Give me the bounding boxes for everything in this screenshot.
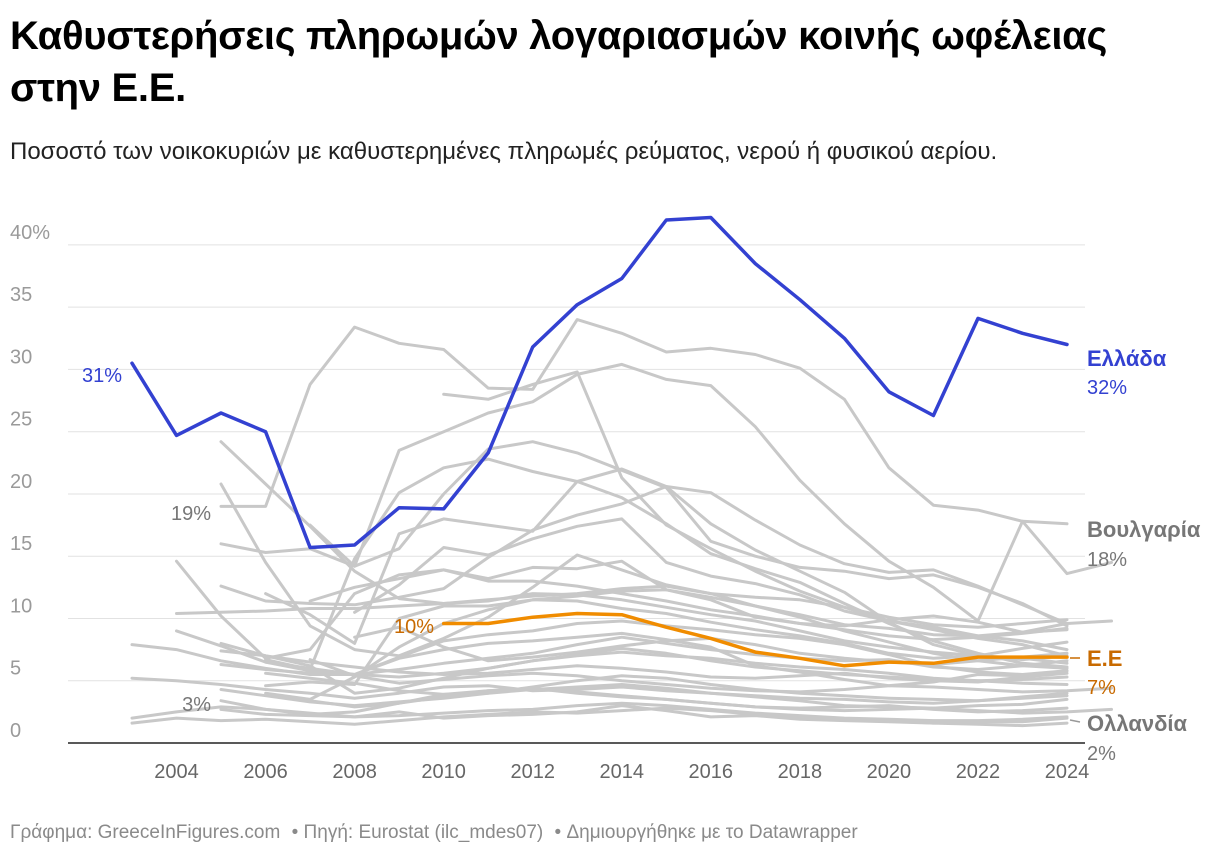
chart-footer: Γράφημα: GreeceInFigures.com • Πηγή: Eur… <box>10 822 864 844</box>
chart-title: Καθυστερήσεις πληρωμών λογαριασμών κοινή… <box>10 14 1107 110</box>
country-line <box>264 598 1069 688</box>
eu-line <box>441 611 1069 668</box>
netherlands-start-label: 3% <box>182 694 211 716</box>
x-tick-label: 2008 <box>332 761 377 783</box>
y-tick-label: 5 <box>10 658 21 680</box>
labeled-country-line <box>219 318 1069 526</box>
y-tick-label: 0 <box>10 720 21 742</box>
country-line <box>308 686 1113 715</box>
eu-start-label: 10% <box>394 616 434 638</box>
netherlands-end-name: Ολλανδία <box>1087 711 1188 736</box>
labeled-country-line <box>219 704 1069 725</box>
greece-start-label: 31% <box>82 365 122 387</box>
country-line <box>264 588 1069 701</box>
y-tick-label: 35 <box>10 284 32 306</box>
bulgaria-end-name: Βουλγαρία <box>1087 517 1201 542</box>
bulgaria-start-label: 19% <box>171 503 211 525</box>
footer-graph-credit: Γράφημα: GreeceInFigures.com <box>10 822 281 843</box>
footer-created-with: • Δημιουργήθηκε με το Datawrapper <box>554 822 858 843</box>
x-tick-label: 2012 <box>510 761 555 783</box>
y-tick-label: 20 <box>10 471 32 493</box>
eu-end-name: Ε.Ε <box>1087 646 1122 671</box>
x-tick-label: 2006 <box>243 761 288 783</box>
country-line <box>353 517 1069 652</box>
x-tick-label: 2022 <box>956 761 1001 783</box>
x-tick-label: 2010 <box>421 761 466 783</box>
country-line <box>175 584 1069 638</box>
x-tick-label: 2018 <box>778 761 823 783</box>
x-axis-ticks: 2004 2006 2008 2010 2012 2014 2016 2018 2020 2022… <box>154 761 1089 783</box>
chart-subtitle: Ποσοστό των νοικοκυριών με καθυστερημένε… <box>10 138 998 165</box>
y-tick-label: 15 <box>10 533 32 555</box>
country-line <box>264 467 1069 662</box>
footer-source: • Πηγή: Eurostat (ilc_mdes07) <box>291 822 544 843</box>
country-line <box>175 629 1069 683</box>
netherlands-end-connector <box>1069 719 1081 723</box>
y-tick-label: 30 <box>10 346 32 368</box>
x-tick-label: 2024 <box>1045 761 1090 783</box>
country-line <box>219 485 1069 625</box>
x-tick-label: 2014 <box>600 761 645 783</box>
x-tick-label: 2020 <box>867 761 912 783</box>
y-axis-ticks: 0 5 10 15 20 25 30 35 40% <box>10 222 50 742</box>
country-line <box>308 568 1113 634</box>
greece-end-value: 32% <box>1087 377 1127 399</box>
country-line <box>219 482 1069 658</box>
eu-end-value: 7% <box>1087 677 1116 699</box>
country-line <box>308 658 1113 694</box>
other-countries-lines <box>130 362 1113 728</box>
line-labels: 31% 19% 3% 10% Ελλάδα 32% Βουλγαρία 18% … <box>82 346 1201 765</box>
y-tick-label: 40% <box>10 222 50 244</box>
y-tick-label: 25 <box>10 409 32 431</box>
country-line <box>442 370 1069 658</box>
bulgaria-end-value: 18% <box>1087 549 1127 571</box>
y-tick-label: 10 <box>10 595 32 617</box>
netherlands-end-value: 2% <box>1087 743 1116 765</box>
highlighted-lines <box>130 215 1069 725</box>
x-tick-label: 2004 <box>154 761 199 783</box>
greece-line <box>130 215 1069 550</box>
greece-end-name: Ελλάδα <box>1087 346 1167 371</box>
x-tick-label: 2016 <box>689 761 734 783</box>
country-line <box>219 649 1069 684</box>
country-line <box>264 671 1069 703</box>
